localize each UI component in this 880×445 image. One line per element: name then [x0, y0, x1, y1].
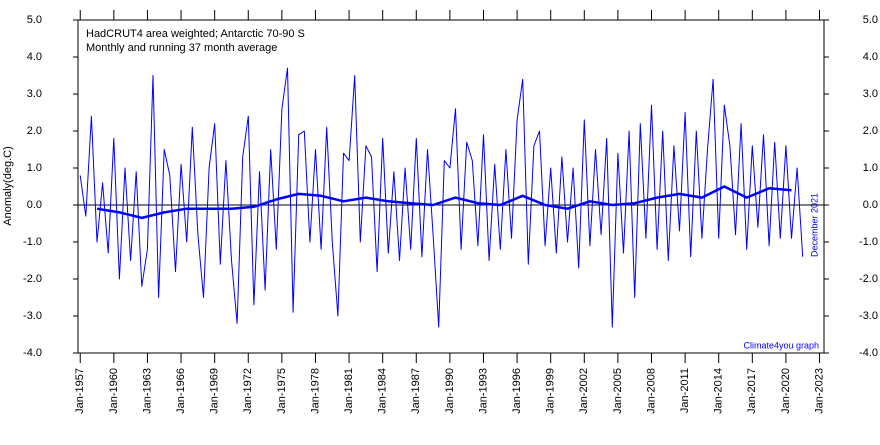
x-tick-label: Jan-1999 — [545, 368, 557, 414]
x-tick-label: Jan-1981 — [343, 368, 355, 414]
date-note: December 2021 — [809, 193, 819, 257]
x-tick-label: Jan-1978 — [309, 368, 321, 414]
y-tick-label: 5.0 — [27, 14, 42, 26]
x-tick-label: Jan-2023 — [813, 368, 825, 414]
x-tick-label: Jan-1969 — [209, 368, 221, 414]
x-tick-label: Jan-1993 — [477, 368, 489, 414]
y-tick-label: 1.0 — [27, 162, 42, 174]
x-tick-label: Jan-2005 — [612, 368, 624, 414]
x-tick-label: Jan-1966 — [175, 368, 187, 414]
x-tick-label: Jan-2020 — [780, 368, 792, 414]
y-tick-label-right: 4.0 — [863, 51, 878, 63]
credit: Climate4you graph — [743, 340, 819, 350]
y-tick-label-right: 5.0 — [863, 14, 878, 26]
x-tick-label: Jan-1990 — [444, 368, 456, 414]
x-tick-label: Jan-1996 — [511, 368, 523, 414]
x-tick-label: Jan-1963 — [141, 368, 153, 414]
y-tick-label: 4.0 — [27, 51, 42, 63]
chart-title: HadCRUT4 area weighted; Antarctic 70-90 … — [86, 28, 305, 40]
x-tick-label: Jan-2014 — [713, 368, 725, 414]
x-tick-label: Jan-2017 — [746, 368, 758, 414]
y-tick-label: -2.0 — [23, 273, 42, 285]
x-tick-label: Jan-1972 — [242, 368, 254, 414]
x-tick-label: Jan-1960 — [108, 368, 120, 414]
x-tick-label: Jan-2008 — [645, 368, 657, 414]
series-line — [96, 185, 792, 220]
chart-subtitle: Monthly and running 37 month average — [86, 42, 277, 54]
series-line — [79, 67, 804, 328]
y-tick-label-right: -4.0 — [859, 347, 878, 359]
y-axis-label: Anomaly(deg.C) — [2, 146, 14, 225]
y-tick-label-right: -1.0 — [859, 236, 878, 248]
y-tick-label-right: 3.0 — [863, 88, 878, 100]
x-tick-label: Jan-1987 — [410, 368, 422, 414]
x-tick-label: Jan-1984 — [377, 368, 389, 414]
x-tick-label: Jan-1975 — [276, 368, 288, 414]
y-tick-label: 3.0 — [27, 88, 42, 100]
y-tick-label: 2.0 — [27, 125, 42, 137]
y-tick-label-right: 1.0 — [863, 162, 878, 174]
y-tick-label-right: -3.0 — [859, 310, 878, 322]
x-tick-label: Jan-2002 — [578, 368, 590, 414]
y-tick-label: -3.0 — [23, 310, 42, 322]
y-tick-label-right: 2.0 — [863, 125, 878, 137]
y-tick-label: -1.0 — [23, 236, 42, 248]
y-tick-label-right: -2.0 — [859, 273, 878, 285]
y-tick-label-right: 0.0 — [863, 199, 878, 211]
x-tick-label: Jan-1957 — [74, 368, 86, 414]
x-tick-label: Jan-2011 — [679, 368, 691, 413]
y-tick-label: 0.0 — [27, 199, 42, 211]
y-tick-label: -4.0 — [23, 347, 42, 359]
